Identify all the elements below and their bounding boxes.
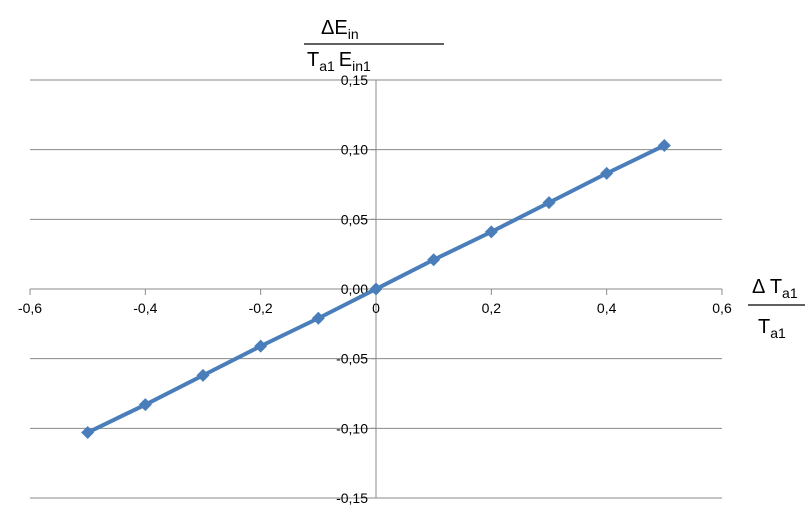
x-tick-label: -0,6 xyxy=(18,300,42,316)
x-label-denominator-sub: a1 xyxy=(770,325,786,341)
x-tick-label: 0,2 xyxy=(482,300,502,316)
x-label-numerator-sub: a1 xyxy=(782,285,798,301)
x-axis-label: Δ Ta1 Ta1 xyxy=(748,276,805,341)
svg-text:Ta1: Ta1 xyxy=(758,316,786,341)
data-point-marker xyxy=(254,339,268,353)
svg-text:ΔEin: ΔEin xyxy=(321,17,359,42)
y-tick-label: 0,10 xyxy=(341,142,368,158)
x-label-numerator: Δ T xyxy=(752,276,782,298)
x-tick-label: -0,4 xyxy=(133,300,157,316)
x-label-denominator: T xyxy=(758,316,770,338)
x-tick-label: -0,2 xyxy=(249,300,273,316)
data-point-marker xyxy=(81,426,95,440)
data-point-marker xyxy=(196,368,210,382)
y-label-denominator-b-sub: in1 xyxy=(352,58,371,74)
data-point-marker xyxy=(369,282,383,296)
x-tick-label: 0,6 xyxy=(712,300,732,316)
x-tick-label: 0 xyxy=(372,300,380,316)
data-series xyxy=(81,138,671,440)
data-point-marker xyxy=(311,311,325,325)
data-point-marker xyxy=(427,253,441,267)
data-point-marker xyxy=(484,225,498,239)
data-point-marker xyxy=(600,166,614,180)
y-label-numerator-sub: in xyxy=(348,26,359,42)
y-tick-label: 0,05 xyxy=(341,211,368,227)
data-point-marker xyxy=(542,196,556,210)
y-tick-label: -0,10 xyxy=(336,420,368,436)
y-label-numerator: ΔE xyxy=(321,17,348,39)
y-tick-label: -0,15 xyxy=(336,490,368,506)
svg-text:Δ Ta1: Δ Ta1 xyxy=(752,276,798,301)
y-tick-label: 0,00 xyxy=(341,281,368,297)
y-label-denominator-a-sub: a1 xyxy=(319,58,335,74)
data-point-marker xyxy=(657,138,671,152)
y-label-denominator-b: E xyxy=(339,49,352,71)
y-tick-label: 0,15 xyxy=(341,72,368,88)
data-point-marker xyxy=(138,398,152,412)
y-axis-label: ΔEin Ta1 Ein1 xyxy=(304,17,444,74)
y-label-denominator-a: T xyxy=(307,49,319,71)
y-tick-label: -0,05 xyxy=(336,351,368,367)
x-tick-label: 0,4 xyxy=(597,300,617,316)
tick-labels: 0,15 0,10 0,05 0,00 -0,05 -0,10 -0,15 -0,6 -0,4 -… xyxy=(18,72,732,506)
